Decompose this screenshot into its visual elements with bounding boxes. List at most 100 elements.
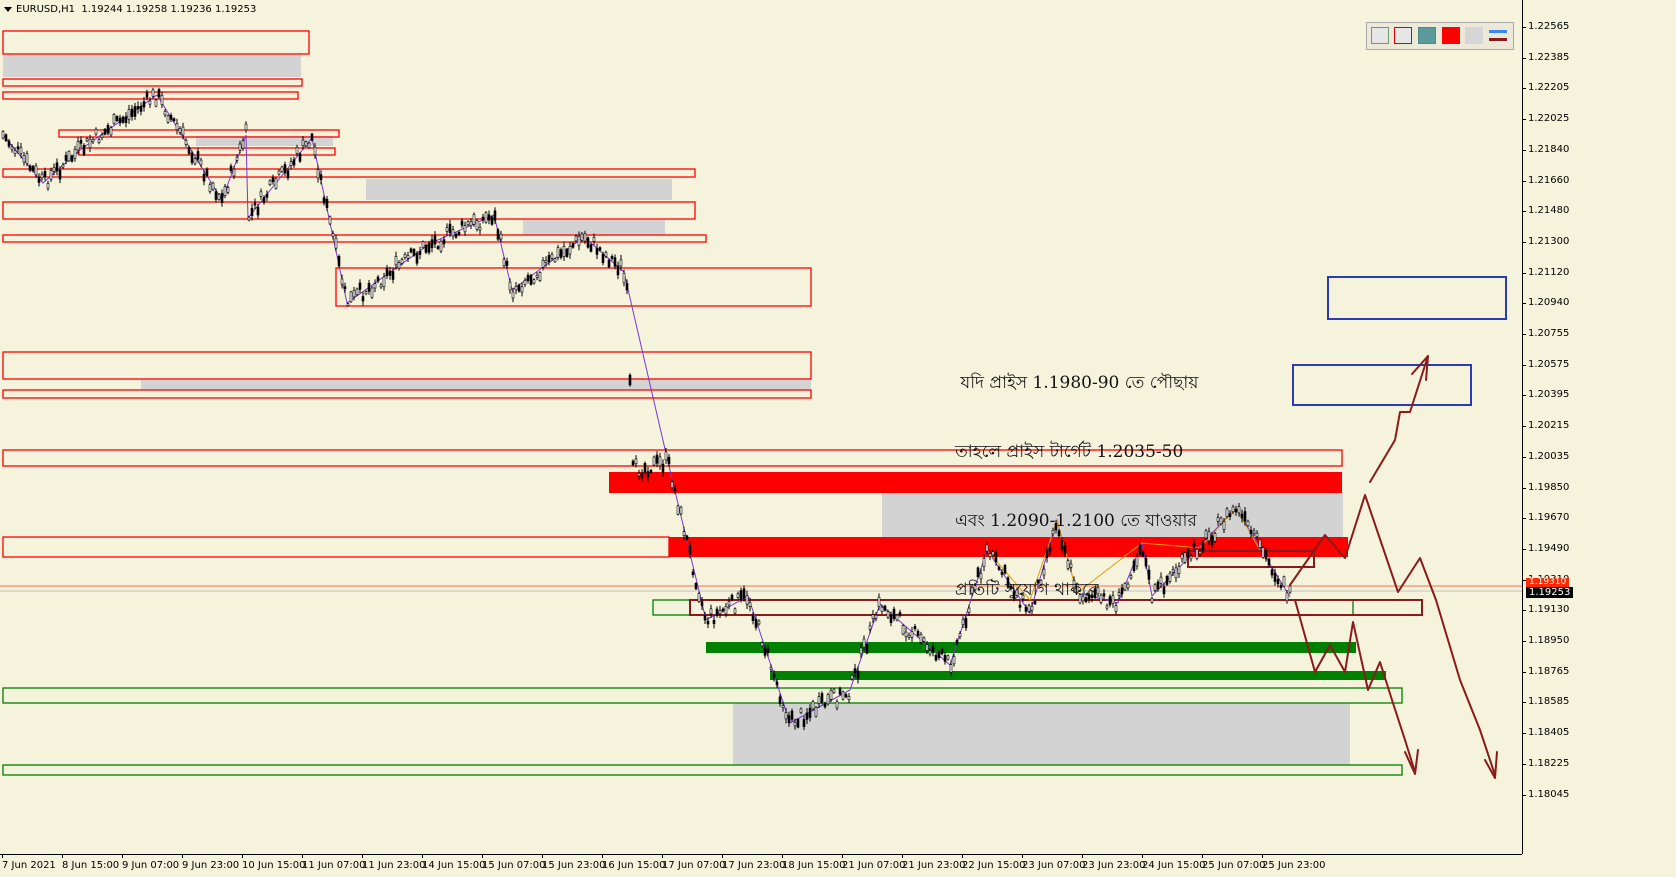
candle-body (310, 133, 314, 141)
candle-body (736, 593, 740, 598)
chart-header: EURUSD,H1 1.19244 1.19258 1.19236 1.1925… (4, 4, 256, 16)
candle-body (1066, 560, 1070, 569)
red-fill-icon[interactable] (1442, 27, 1460, 44)
candle-body (589, 244, 593, 252)
candle-body (592, 237, 596, 242)
time-tick-label: 11 Jun 07:00 (302, 854, 366, 871)
red-zone (2, 389, 812, 399)
candle-body (778, 696, 782, 705)
candle-body (334, 237, 338, 249)
candle-body (28, 165, 32, 171)
candle-body (796, 719, 800, 728)
collapse-triangle-icon[interactable] (4, 6, 12, 12)
gray-rect-icon[interactable] (1371, 27, 1389, 44)
candle-body (421, 241, 425, 248)
candle-body (712, 619, 716, 625)
candle-body (1252, 530, 1256, 534)
candle-body (1105, 605, 1109, 609)
price-tick-label: 1.20755 (1521, 328, 1570, 339)
candle-body (331, 233, 335, 237)
candle-body (499, 233, 503, 240)
candle-body (940, 648, 944, 655)
candle-body (922, 637, 926, 642)
candle-body (199, 159, 203, 166)
candle-body (1030, 605, 1034, 611)
candle-body (16, 146, 20, 150)
candle-body (469, 221, 473, 226)
time-axis[interactable]: 7 Jun 2021 8 Jun 15:00 9 Jun 07:00 9 Jun 23… (0, 854, 1522, 877)
candle-body (1057, 530, 1061, 537)
candle-body (703, 615, 707, 621)
candle-body (994, 552, 998, 563)
teal-fill-icon[interactable] (1418, 27, 1436, 44)
candle-body (727, 601, 731, 606)
candle-body (73, 148, 77, 159)
candle-body (265, 193, 269, 198)
candle-body (40, 173, 44, 179)
candle-body (880, 606, 884, 612)
candle-body (811, 701, 815, 710)
red-zone (2, 536, 670, 558)
candle-body (514, 286, 518, 291)
candle-body (823, 703, 827, 708)
candle-body (664, 451, 668, 461)
candle-body (403, 253, 407, 258)
candle-body (436, 246, 440, 249)
candle-body (487, 214, 491, 221)
candle-body (1273, 572, 1277, 582)
time-tick-label: 10 Jun 15:00 (242, 854, 306, 871)
price-axis[interactable]: 1.22565 1.22385 1.22205 1.22025 1.21840 1.216… (1521, 0, 1676, 877)
candle-body (586, 237, 590, 248)
candle-body (793, 722, 797, 727)
candle-body (100, 134, 104, 138)
line-color-icon[interactable] (1488, 27, 1508, 44)
candle-body (247, 216, 251, 221)
candle-body (397, 262, 401, 269)
candle-body (1219, 517, 1223, 525)
candle-body (997, 566, 1001, 570)
candle-body (937, 652, 941, 659)
candle-body (1165, 575, 1169, 585)
candle-body (94, 128, 98, 135)
red-zone (58, 129, 340, 138)
candle-body (1069, 563, 1073, 568)
green-zone (2, 687, 1403, 704)
candle-body (385, 267, 389, 277)
candle-body (253, 202, 257, 206)
time-tick-label: 21 Jun 23:00 (902, 854, 966, 871)
candle-body (1096, 587, 1100, 595)
candle-body (859, 647, 863, 655)
candle-body (565, 248, 569, 257)
candle-body (1228, 513, 1232, 517)
candle-body (412, 249, 416, 256)
candle-body (292, 159, 296, 166)
price-chart[interactable] (0, 0, 1522, 854)
candle-body (1231, 506, 1235, 513)
candle-body (181, 126, 185, 136)
candle-body (184, 140, 188, 145)
analysis-note: যদি প্রাইস 1.1980-90 তে পৌছায় তাহলে প্র… (955, 326, 1198, 648)
candle-body (109, 127, 113, 136)
candle-body (127, 109, 131, 120)
price-tick-label: 1.19490 (1521, 542, 1570, 554)
price-tick-label: 1.18765 (1521, 665, 1570, 677)
time-tick-label: 17 Jun 23:00 (722, 854, 786, 871)
candle-body (925, 644, 929, 651)
candle-body (529, 274, 533, 285)
candle-body (1207, 531, 1211, 542)
candle-body (1222, 521, 1226, 530)
candle-body (628, 374, 632, 386)
candle-body (955, 640, 959, 644)
time-tick-label: 15 Jun 23:00 (542, 854, 606, 871)
candle-body (364, 291, 368, 295)
candle-body (895, 614, 899, 621)
candle-body (457, 231, 461, 235)
red-rect-icon[interactable] (1394, 27, 1412, 44)
candle-body (211, 182, 215, 190)
light-gray-fill-icon[interactable] (1465, 27, 1483, 44)
candle-body (406, 255, 410, 259)
candle-body (754, 619, 758, 628)
candle-body (1, 131, 5, 139)
